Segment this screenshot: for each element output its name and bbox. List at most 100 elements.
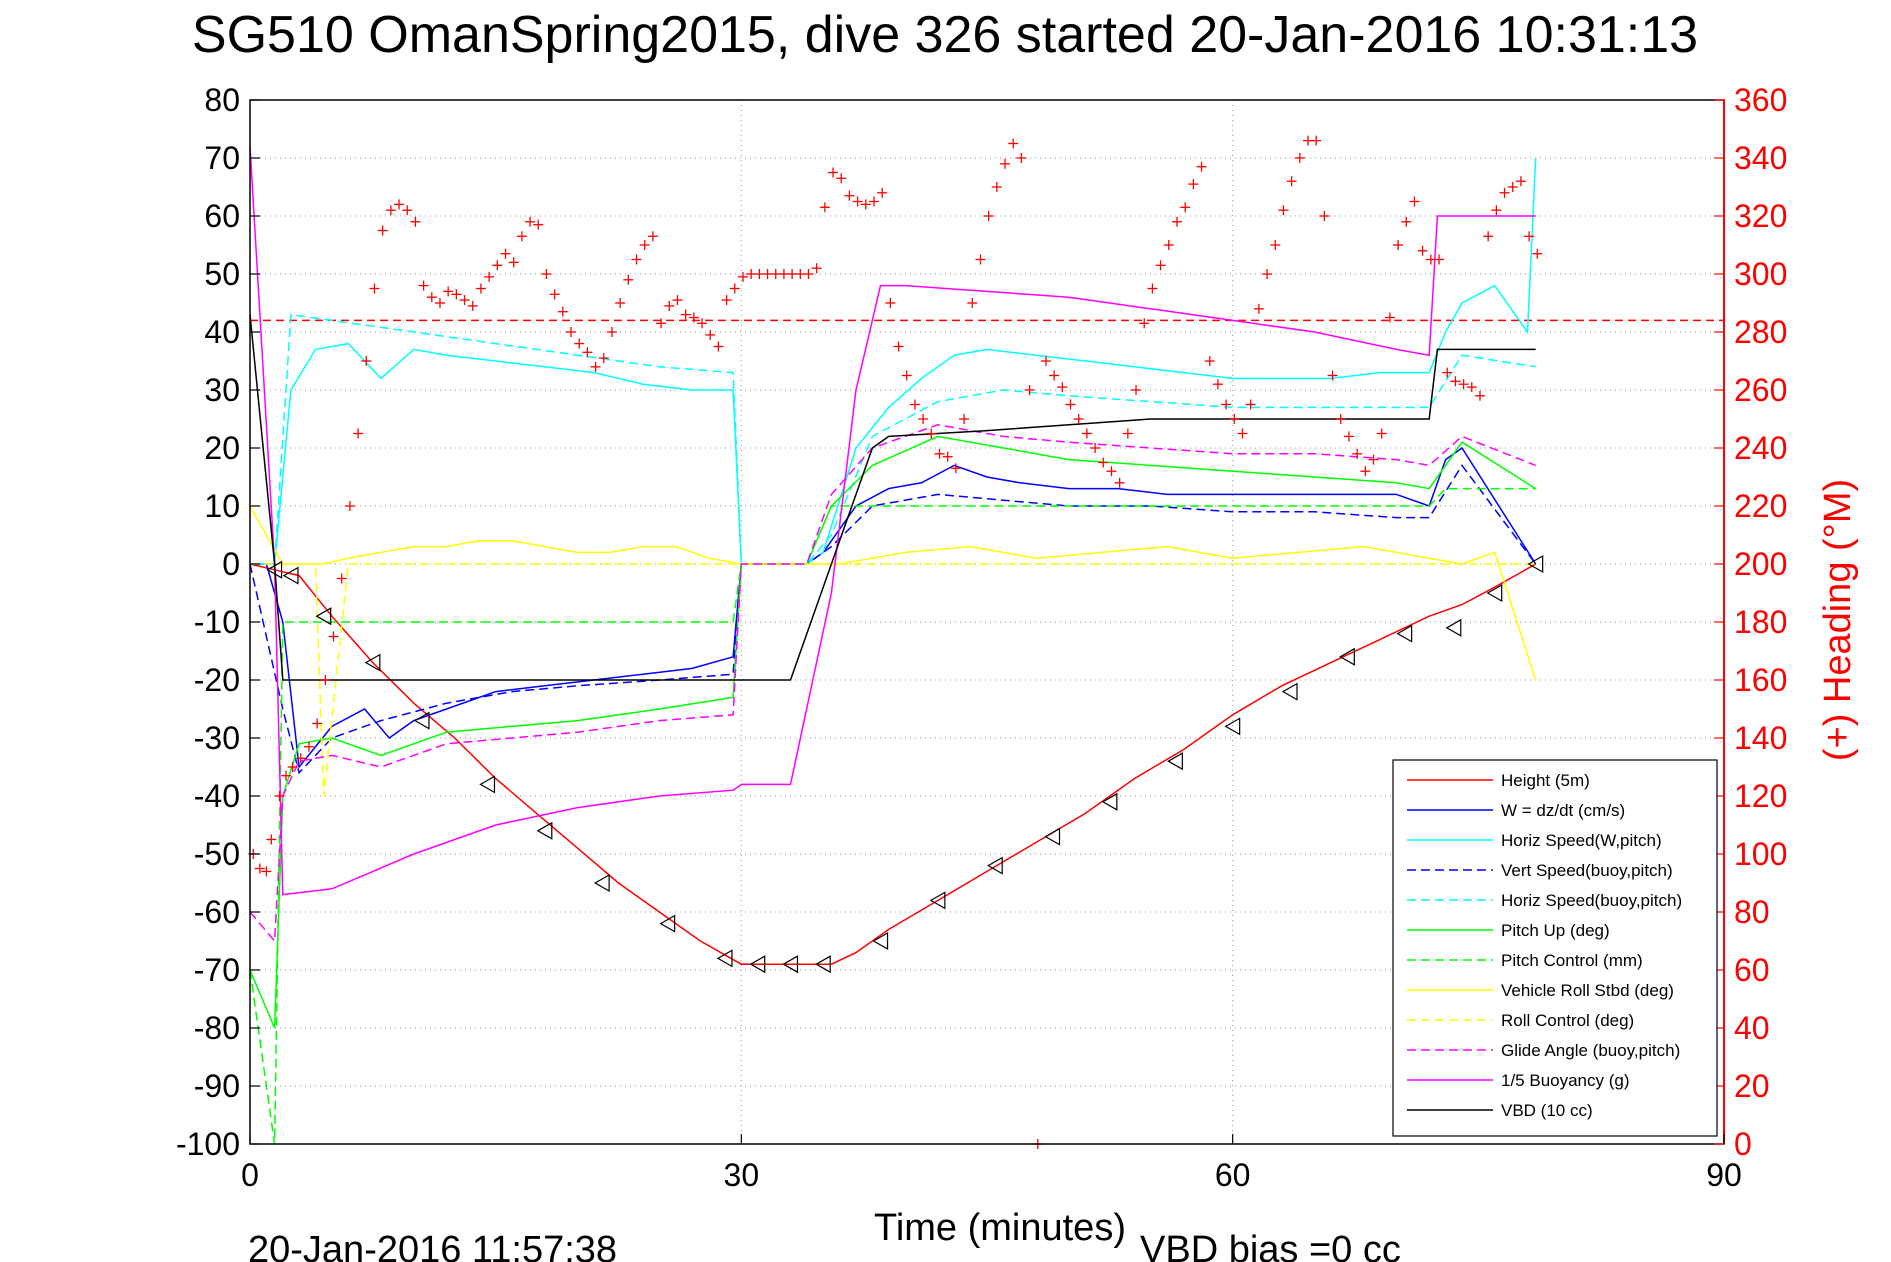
series-line-7 — [249, 505, 1537, 681]
heading-point — [1155, 260, 1166, 271]
height-marker — [872, 931, 889, 951]
heading-point — [672, 295, 683, 306]
heading-point — [1180, 202, 1191, 213]
heading-point — [1360, 466, 1371, 477]
height-marker — [749, 955, 766, 974]
heading-point — [336, 573, 347, 584]
y-tick-label: 0 — [222, 546, 240, 582]
heading-point — [918, 414, 929, 424]
heading-point — [697, 318, 708, 329]
height-marker — [364, 653, 381, 672]
heading-point — [1245, 399, 1256, 410]
heading-point — [664, 300, 675, 311]
heading-point — [631, 254, 642, 265]
heading-point — [533, 219, 544, 230]
heading-point — [1262, 269, 1273, 279]
heading-point — [885, 298, 896, 308]
heading-point — [959, 414, 970, 424]
heading-point — [1417, 245, 1428, 256]
heading-point — [508, 257, 519, 268]
height-marker — [716, 949, 733, 968]
heading-point — [443, 286, 454, 297]
y-tick-label: 60 — [204, 198, 240, 234]
heading-point — [1237, 428, 1248, 439]
legend-label: Horiz Speed(buoy,pitch) — [1501, 891, 1682, 910]
heading-point — [950, 463, 961, 474]
heading-point — [852, 196, 863, 207]
x-axis-label: Time (minutes) — [874, 1207, 1126, 1249]
heading-point — [1090, 443, 1101, 453]
legend-label: VBD (10 cc) — [1501, 1101, 1593, 1120]
y-right-tick-label: 220 — [1734, 488, 1787, 524]
heading-point — [484, 271, 495, 282]
y-tick-label: -10 — [194, 604, 240, 640]
y-tick-label: -40 — [194, 778, 240, 814]
height-marker — [1101, 792, 1118, 811]
heading-point — [1081, 428, 1092, 439]
heading-point — [1065, 399, 1076, 410]
heading-point — [1008, 138, 1019, 149]
height-marker — [282, 566, 299, 585]
heading-point — [1212, 379, 1223, 390]
heading-point — [1098, 457, 1109, 468]
heading-point — [1343, 431, 1354, 442]
heading-point — [688, 312, 699, 323]
y-right-tick-label: 140 — [1734, 720, 1787, 756]
heading-point — [819, 202, 830, 213]
heading-point — [385, 205, 396, 216]
height-marker — [266, 560, 283, 579]
heading-point — [475, 283, 486, 294]
heading-point — [934, 448, 945, 459]
series-line-10 — [249, 146, 1536, 896]
height-markers — [266, 554, 1544, 974]
y-tick-label: -70 — [194, 952, 240, 988]
y-tick-label: -50 — [194, 836, 240, 872]
x-axis: 0 30 60 90 — [241, 1134, 1742, 1193]
series-layer — [249, 146, 1537, 1145]
legend-label: Pitch Control (mm) — [1501, 951, 1643, 970]
heading-point — [606, 327, 617, 337]
heading-point — [1278, 205, 1289, 216]
heading-point — [1466, 382, 1477, 393]
heading-point — [1000, 158, 1011, 169]
heading-point — [557, 306, 568, 317]
height-marker — [1339, 647, 1355, 666]
series-line-3 — [249, 464, 1537, 775]
heading-point — [1016, 153, 1027, 163]
y-tick-label: 50 — [204, 256, 240, 292]
heading-point — [893, 341, 904, 352]
heading-point — [1376, 428, 1387, 439]
heading-point — [451, 289, 462, 300]
heading-point — [418, 280, 429, 291]
heading-point — [991, 182, 1002, 192]
y-right-tick-label: 0 — [1734, 1126, 1752, 1162]
heading-point — [328, 631, 339, 642]
heading-point — [1122, 428, 1133, 439]
footer-vbd-bias: VBD bias =0 cc — [1140, 1229, 1401, 1262]
series-line-4 — [250, 313, 1536, 565]
heading-point — [312, 718, 323, 729]
y-axis-left: 80 70 60 50 40 30 20 10 0 -10 -20 -30 -40 -50 -60 -70 -8… — [176, 82, 260, 1162]
heading-point — [1073, 414, 1084, 424]
heading-point — [1450, 376, 1461, 387]
y-right-tick-label: 20 — [1734, 1068, 1770, 1104]
heading-point — [942, 451, 953, 462]
heading-point — [811, 263, 822, 274]
y-tick-label: 40 — [204, 314, 240, 350]
legend-label: Roll Control (deg) — [1501, 1011, 1634, 1030]
heading-point — [1507, 182, 1518, 192]
heading-point — [1040, 356, 1051, 366]
y-right-tick-label: 240 — [1734, 430, 1787, 466]
heading-point — [1229, 414, 1240, 424]
y-right-tick-label: 100 — [1734, 836, 1787, 872]
height-marker — [782, 955, 799, 974]
heading-point — [926, 428, 937, 439]
heading-point — [1401, 216, 1412, 227]
y-right-tick-label: 340 — [1734, 140, 1787, 176]
heading-point — [303, 741, 314, 752]
height-marker — [536, 821, 553, 840]
y-tick-label: 80 — [204, 82, 240, 118]
heading-point — [877, 187, 888, 198]
height-marker — [1281, 682, 1298, 701]
